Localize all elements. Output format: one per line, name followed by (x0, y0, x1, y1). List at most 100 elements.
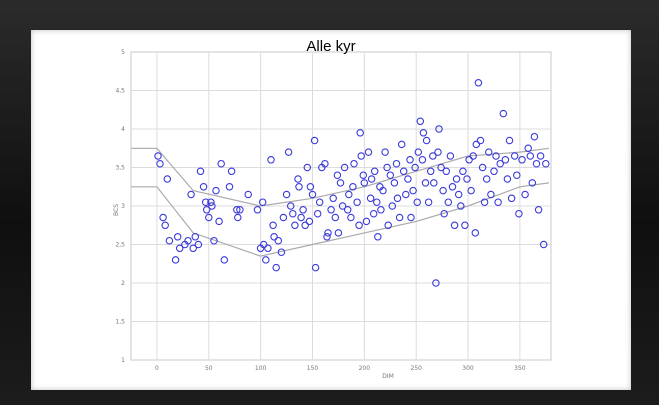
data-point (362, 217, 371, 226)
data-point (359, 171, 368, 179)
data-point (356, 129, 364, 137)
data-point (448, 183, 457, 191)
data-point (236, 206, 244, 214)
data-point (480, 198, 489, 206)
data-point (333, 171, 342, 179)
data-point (258, 198, 267, 206)
data-point (324, 229, 332, 237)
data-point (454, 190, 463, 199)
data-point (327, 206, 335, 214)
data-point (532, 159, 541, 168)
data-point (515, 209, 523, 218)
data-point (297, 213, 305, 222)
data-point (446, 152, 455, 160)
data-point (461, 221, 469, 230)
data-point (159, 213, 167, 222)
data-point (474, 79, 483, 87)
data-point (277, 248, 286, 256)
data-point (383, 163, 391, 172)
data-point (432, 279, 440, 287)
x-tick-label: 250 (410, 365, 422, 372)
data-point (457, 202, 465, 210)
data-point (503, 175, 512, 183)
data-point (437, 163, 445, 172)
data-point (295, 183, 303, 191)
x-tick-label: 0 (155, 365, 159, 372)
data-point (202, 206, 211, 214)
data-point (175, 244, 184, 253)
data-point (205, 213, 213, 222)
data-point (469, 152, 477, 160)
data-point (201, 198, 210, 206)
data-point (191, 233, 200, 241)
data-point (171, 256, 180, 264)
data-point (414, 148, 423, 156)
data-point (373, 198, 381, 206)
data-point (442, 167, 451, 176)
data-point (313, 209, 322, 218)
data-point (196, 167, 205, 176)
data-point (539, 240, 548, 249)
data-point (294, 175, 302, 183)
data-point (184, 236, 192, 245)
data-point (463, 175, 471, 183)
data-point (467, 186, 475, 195)
data-point (379, 186, 387, 195)
data-point (259, 240, 268, 249)
data-point (364, 148, 373, 156)
data-point (199, 183, 208, 191)
data-point (161, 221, 169, 230)
data-point (274, 236, 283, 245)
grid-layer (130, 51, 552, 361)
data-point (452, 175, 461, 183)
data-point (534, 206, 543, 214)
data-point (215, 217, 223, 226)
data-point (154, 152, 162, 160)
y-tick-label: 4 (121, 126, 125, 133)
data-point (165, 236, 174, 245)
data-point (267, 156, 275, 164)
data-point (521, 190, 529, 199)
x-axis-label: DIM (382, 373, 394, 380)
data-point (510, 152, 519, 160)
y-tick-label: 5 (121, 49, 125, 56)
data-point (476, 136, 485, 145)
data-point (210, 236, 218, 245)
data-point (407, 213, 415, 222)
data-point (270, 233, 278, 241)
data-point (422, 136, 431, 145)
data-point (426, 167, 435, 176)
data-point (404, 175, 412, 183)
data-point (418, 156, 427, 164)
data-point (524, 144, 532, 153)
data-point (434, 148, 442, 156)
data-point (435, 125, 443, 133)
data-point (416, 117, 425, 126)
data-point (528, 179, 537, 187)
data-point (472, 140, 481, 149)
data-point (430, 179, 438, 187)
x-tick-label: 350 (514, 365, 526, 372)
data-point (279, 213, 288, 222)
data-point (291, 221, 299, 230)
data-point (253, 206, 262, 214)
data-point (289, 209, 297, 218)
y-axis-label: BCS (113, 204, 120, 216)
data-point (349, 183, 357, 191)
data-point (353, 198, 361, 206)
data-point (194, 240, 203, 249)
data-point (329, 194, 337, 203)
data-point (499, 109, 508, 118)
data-point (187, 190, 195, 199)
data-point (369, 209, 378, 218)
data-point (377, 206, 385, 214)
data-point (156, 159, 164, 168)
data-point (465, 156, 473, 164)
data-point (355, 221, 363, 230)
data-point (233, 206, 241, 214)
data-point (212, 186, 220, 195)
x-tick-label: 100 (255, 365, 267, 372)
data-point (485, 148, 493, 156)
data-point (310, 136, 319, 145)
